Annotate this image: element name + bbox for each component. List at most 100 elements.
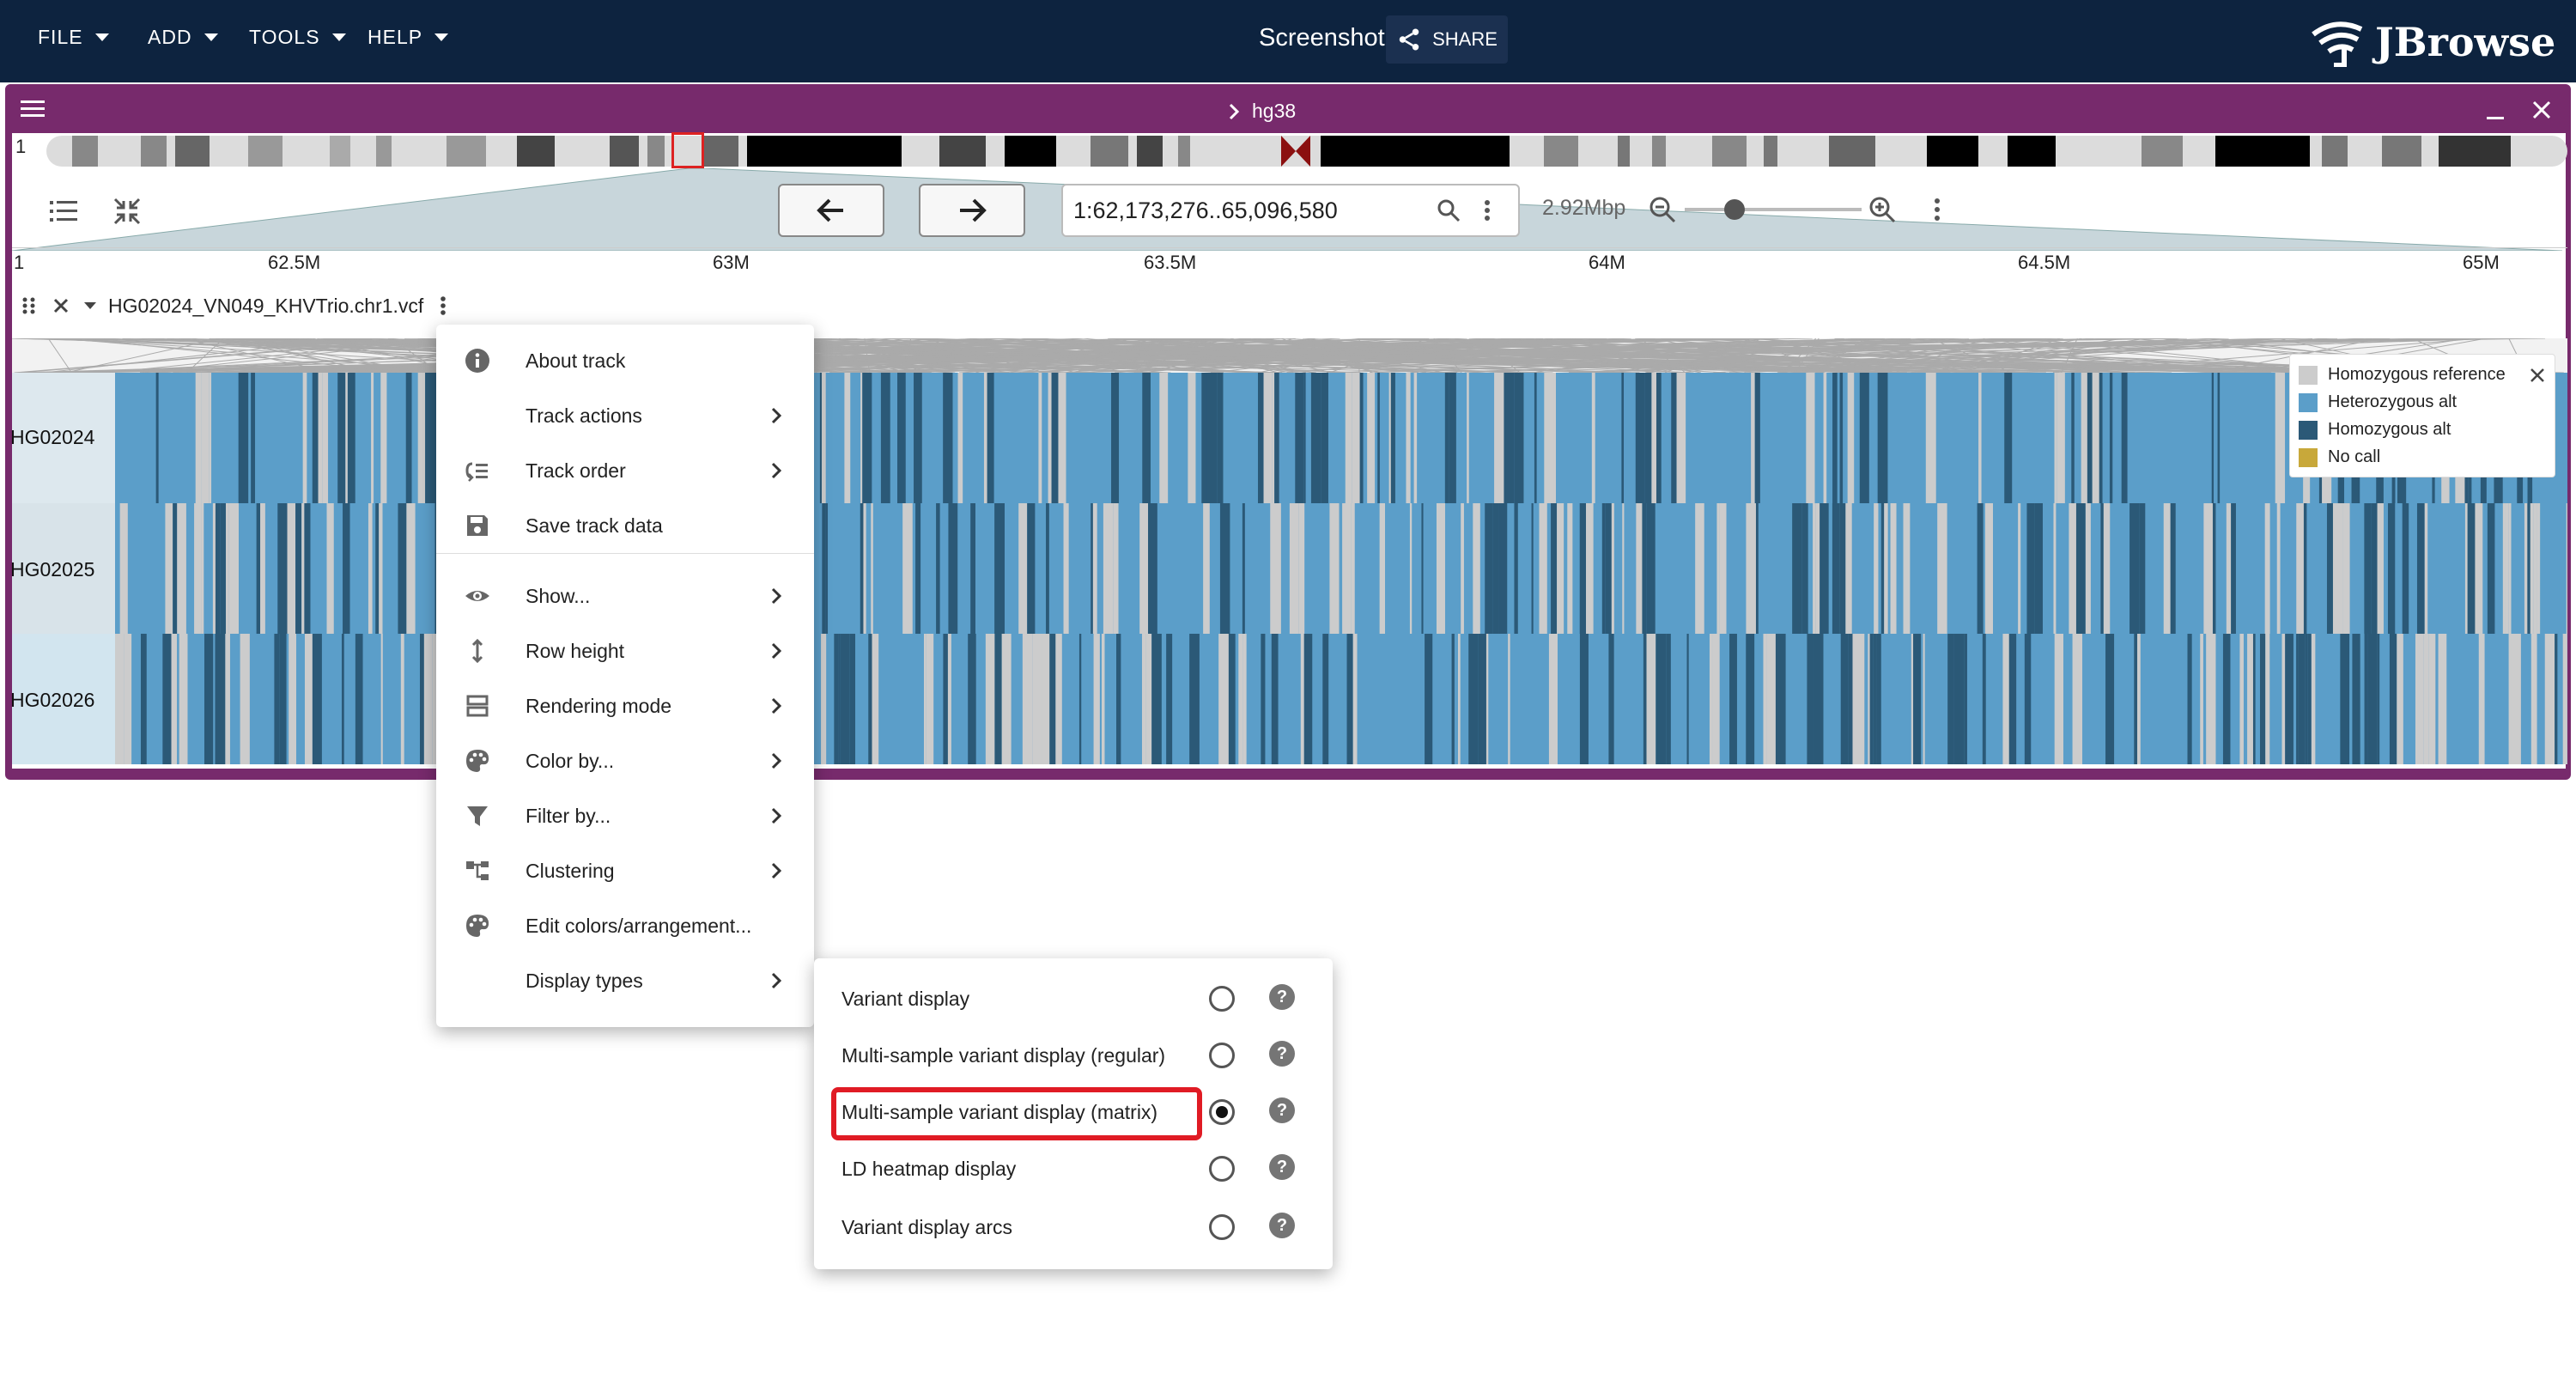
track-selector-button[interactable]	[46, 196, 81, 231]
help-icon[interactable]: ?	[1269, 1097, 1295, 1123]
radio-button[interactable]	[1209, 986, 1235, 1012]
zoom-slider[interactable]	[1685, 208, 1862, 211]
menu-help[interactable]: HELP	[368, 26, 449, 49]
view-title[interactable]: hg38	[1228, 100, 1296, 123]
display-type-label: LD heatmap display	[841, 1158, 1017, 1180]
menu-item-filter-by[interactable]: Filter by...	[436, 788, 814, 843]
menu-add[interactable]: ADD	[148, 26, 218, 49]
palette-icon	[466, 915, 489, 937]
close-view-button[interactable]	[2528, 96, 2555, 128]
display-type-option[interactable]: Variant display ?	[814, 970, 1333, 1027]
chevron-right-icon	[771, 862, 782, 879]
ruler-tick-label: 64.5M	[2018, 252, 2071, 273]
ideogram-chromosome-label: 1	[15, 136, 27, 157]
radio-button-selected[interactable]	[1209, 1099, 1235, 1125]
drag-handle-icon[interactable]	[17, 293, 41, 319]
legend-label: No call	[2328, 447, 2381, 466]
pan-left-button[interactable]	[778, 184, 884, 237]
close-icon	[2532, 100, 2551, 119]
display-type-option[interactable]: Multi-sample variant display (regular) ?	[814, 1027, 1333, 1084]
menu-item-label: About track	[526, 350, 626, 372]
collapse-view-button[interactable]	[110, 194, 144, 233]
legend-label: Homozygous reference	[2328, 365, 2506, 384]
help-icon[interactable]: ?	[1269, 984, 1295, 1010]
menu-tools[interactable]: TOOLS	[249, 26, 346, 49]
menu-divider	[436, 553, 814, 554]
info-icon	[465, 349, 489, 373]
legend-label: Heterozygous alt	[2328, 392, 2458, 411]
view-menu-button[interactable]	[17, 96, 48, 126]
radio-button[interactable]	[1209, 1043, 1235, 1068]
genotype-legend: Homozygous reference Heterozygous alt Ho…	[2289, 354, 2555, 477]
close-legend-icon[interactable]	[2527, 365, 2548, 386]
zoom-in-icon[interactable]	[1867, 194, 1898, 225]
help-icon[interactable]: ?	[1269, 1154, 1295, 1180]
track-label: HG02024_VN049_KHVTrio.chr1.vcf	[12, 289, 459, 323]
menu-add-label: ADD	[148, 26, 192, 48]
menu-item-save-track-data[interactable]: Save track data	[436, 498, 814, 553]
assembly-name: hg38	[1252, 100, 1297, 122]
more-vert-icon[interactable]	[1480, 198, 1494, 223]
pan-right-button[interactable]	[919, 184, 1025, 237]
menu-item-about-track[interactable]: About track	[436, 333, 814, 388]
chevron-right-icon	[771, 697, 782, 714]
clustering-icon	[466, 861, 489, 880]
arrow-left-icon	[817, 198, 843, 222]
legend-item: Heterozygous alt	[2299, 392, 2457, 412]
menu-item-track-actions[interactable]: Track actions	[436, 388, 814, 443]
track-menu-icon[interactable]	[437, 293, 449, 319]
track-name: HG02024_VN049_KHVTrio.chr1.vcf	[108, 294, 424, 317]
minimize-button[interactable]	[2482, 98, 2509, 128]
rendering-mode-icon	[466, 695, 489, 717]
help-icon[interactable]: ?	[1269, 1213, 1295, 1238]
radio-button[interactable]	[1209, 1156, 1235, 1182]
legend-item: No call	[2299, 447, 2380, 467]
zoom-slider-thumb[interactable]	[1724, 199, 1745, 220]
caret-down-icon[interactable]	[81, 296, 100, 315]
menu-item-rendering-mode[interactable]: Rendering mode	[436, 678, 814, 733]
close-track-icon[interactable]	[48, 293, 74, 319]
zoom-out-icon[interactable]	[1647, 194, 1678, 225]
legend-label: Homozygous alt	[2328, 420, 2451, 439]
app-bar: FILE ADD TOOLS HELP Screenshot SHARE JBr…	[0, 0, 2576, 82]
share-icon	[1399, 28, 1419, 51]
display-type-label: Variant display arcs	[841, 1216, 1012, 1238]
view-options-icon[interactable]	[1930, 196, 1944, 223]
save-icon	[467, 515, 488, 536]
chromosome-ideogram[interactable]	[46, 136, 2567, 167]
caret-down-icon	[94, 33, 109, 41]
menu-item-label: Rendering mode	[526, 695, 672, 717]
caret-down-icon	[331, 33, 346, 41]
session-title[interactable]: Screenshot	[1259, 24, 1385, 52]
menu-item-edit-colors-arrangement[interactable]: Edit colors/arrangement...	[436, 898, 814, 953]
search-icon[interactable]	[1436, 198, 1461, 223]
share-button[interactable]: SHARE	[1386, 15, 1508, 64]
sample-label: HG02025	[10, 558, 95, 581]
chevron-right-icon	[771, 807, 782, 824]
menu-item-label: Filter by...	[526, 805, 611, 827]
menu-item-track-order[interactable]: Track order	[436, 443, 814, 498]
ruler-tick-label: 63.5M	[1144, 252, 1197, 273]
display-type-label: Multi-sample variant display (matrix)	[841, 1101, 1158, 1123]
help-icon[interactable]: ?	[1269, 1041, 1295, 1067]
location-search-field[interactable]: 1:62,173,276..65,096,580	[1061, 184, 1520, 237]
jbrowse-logo: JBrowse	[2310, 17, 2555, 67]
menu-file[interactable]: FILE	[38, 26, 109, 49]
menu-item-show[interactable]: Show...	[436, 568, 814, 623]
menu-item-color-by[interactable]: Color by...	[436, 733, 814, 788]
centromere-marker	[1281, 132, 1310, 170]
legend-swatch	[2299, 365, 2318, 385]
eye-icon	[465, 591, 489, 601]
display-type-option-selected[interactable]: Multi-sample variant display (matrix) ?	[814, 1084, 1333, 1140]
display-type-label: Variant display	[841, 988, 970, 1010]
caret-down-icon	[434, 33, 449, 41]
display-type-option[interactable]: Variant display arcs ?	[814, 1199, 1333, 1255]
display-type-option[interactable]: LD heatmap display ?	[814, 1140, 1333, 1197]
menu-item-display-types[interactable]: Display types	[436, 953, 814, 1008]
menu-item-clustering[interactable]: Clustering	[436, 843, 814, 898]
menu-item-row-height[interactable]: Row height	[436, 623, 814, 678]
legend-swatch	[2299, 420, 2318, 440]
radio-button[interactable]	[1209, 1214, 1235, 1240]
genotype-matrix[interactable]	[12, 338, 2567, 771]
track-context-menu: About track Track actions Track order Sa…	[436, 325, 814, 1027]
